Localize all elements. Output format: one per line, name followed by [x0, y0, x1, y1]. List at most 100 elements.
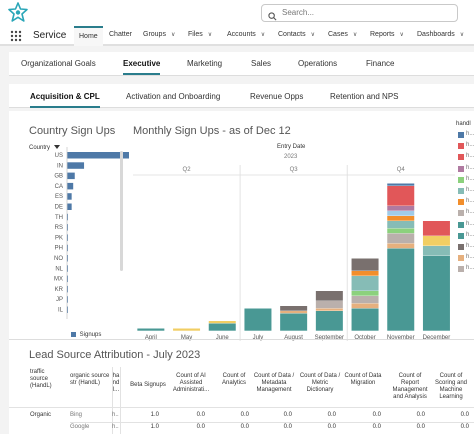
global-search-input[interactable]: Search...	[261, 4, 458, 22]
table-header-cell[interactable]: Count of Data / Metric Dictionary	[299, 373, 341, 393]
table-header-cell[interactable]: Beta Signups	[130, 382, 166, 388]
tab-operations[interactable]: Operations	[298, 59, 338, 68]
country-scrollbar[interactable]	[120, 151, 123, 271]
nav-item-files[interactable]: Files ∨	[188, 31, 212, 38]
monthly-bar-segment[interactable]	[422, 256, 450, 331]
monthly-bar-segment[interactable]	[208, 321, 236, 324]
chevron-down-icon[interactable]: ∨	[170, 32, 176, 38]
country-tick-label: IL	[58, 308, 64, 314]
country-bar[interactable]	[67, 224, 68, 231]
country-bar[interactable]	[67, 285, 68, 293]
monthly-bar-segment[interactable]	[315, 301, 343, 309]
monthly-bar-segment[interactable]	[351, 276, 379, 291]
table-header-cell[interactable]: Count of Analytics	[221, 373, 246, 386]
monthly-bar-segment[interactable]	[422, 236, 450, 246]
monthly-bar-segment[interactable]	[137, 328, 165, 331]
search-placeholder: Search...	[282, 8, 315, 17]
chevron-down-icon[interactable]: ∨	[399, 32, 404, 38]
subtab-activation-and-onboarding[interactable]: Activation and Onboarding	[126, 92, 221, 101]
tab-organizational-goals[interactable]: Organizational Goals	[21, 59, 96, 68]
monthly-bar-segment[interactable]	[315, 308, 343, 311]
nav-item-chatter[interactable]: Chatter	[109, 31, 132, 38]
country-filter-label[interactable]: Country	[29, 145, 60, 151]
country-bar[interactable]	[67, 172, 75, 180]
section-divider	[9, 339, 474, 340]
monthly-bar-segment[interactable]	[315, 311, 343, 331]
nav-item-contacts[interactable]: Contacts ∨	[278, 31, 315, 38]
monthly-bar-segment[interactable]	[280, 306, 308, 311]
country-bar[interactable]	[67, 255, 68, 262]
monthly-chart-title: Monthly Sign Ups - as of Dec 12	[133, 125, 291, 137]
nav-item-groups[interactable]: Groups ∨	[143, 31, 175, 38]
monthly-bar-segment[interactable]	[351, 258, 379, 271]
tab-sales[interactable]: Sales	[251, 59, 272, 68]
monthly-bar-segment[interactable]	[351, 291, 379, 296]
table-header-cell[interactable]: traffic source (HandL)	[30, 369, 52, 389]
monthly-bar-segment[interactable]	[351, 296, 379, 304]
nav-item-cases[interactable]: Cases ∨	[328, 31, 357, 38]
subtab-revenue-opps[interactable]: Revenue Opps	[250, 92, 304, 101]
monthly-bar-segment[interactable]	[387, 206, 415, 211]
monthly-bar-segment[interactable]	[173, 328, 201, 331]
monthly-bar-segment[interactable]	[280, 311, 308, 314]
monthly-bar-segment[interactable]	[208, 323, 236, 331]
country-bar[interactable]	[67, 306, 68, 314]
country-bar[interactable]	[67, 193, 72, 200]
table-column-divider	[112, 367, 113, 434]
legend-label: h...	[466, 175, 474, 182]
monthly-bar-segment[interactable]	[387, 221, 415, 229]
table-header-cell[interactable]: Count of Report Management and Analysis	[392, 373, 428, 400]
chevron-down-icon[interactable]: ∨	[352, 32, 358, 38]
country-bar[interactable]	[67, 234, 68, 241]
nav-item-dashboards[interactable]: Dashboards ∨	[417, 31, 464, 38]
table-header-cell[interactable]: Count of Data / Metadata Management	[253, 373, 295, 393]
tab-finance[interactable]: Finance	[366, 59, 395, 68]
chevron-down-icon[interactable]: ∨	[260, 32, 266, 38]
table-header-cell[interactable]: organic source str (HandL)	[70, 373, 110, 386]
monthly-bar-segment[interactable]	[387, 216, 415, 221]
monthly-bar-segment[interactable]	[387, 233, 415, 244]
legend-label: h...	[466, 220, 474, 227]
monthly-bar-segment[interactable]	[244, 308, 272, 331]
app-logo-icon[interactable]	[6, 2, 30, 24]
country-bar[interactable]	[67, 152, 129, 159]
monthly-bar-segment[interactable]	[387, 211, 415, 216]
table-header-cell[interactable]: ha nd l...	[112, 373, 120, 393]
country-bar[interactable]	[67, 213, 68, 221]
monthly-bar-segment[interactable]	[351, 308, 379, 331]
monthly-bar-segment[interactable]	[387, 248, 415, 331]
table-header-cell[interactable]: Count of Data Migration	[344, 373, 382, 386]
nav-item-home[interactable]: Home	[74, 26, 103, 46]
country-bar[interactable]	[67, 275, 68, 283]
monthly-bar-segment[interactable]	[387, 183, 415, 186]
subtab-retention-and-nps[interactable]: Retention and NPS	[330, 92, 399, 101]
monthly-bar-segment[interactable]	[387, 228, 415, 234]
table-header-cell[interactable]: Count of Scoring and Machine Learning	[434, 373, 468, 400]
monthly-bar-segment[interactable]	[422, 221, 450, 236]
chevron-down-icon[interactable]: ∨	[207, 32, 213, 38]
monthly-bar-segment[interactable]	[351, 271, 379, 276]
monthly-bar-segment[interactable]	[315, 291, 343, 301]
table-header-cell[interactable]: Count of AI Assisted Administrati...	[172, 373, 210, 393]
subtab-acquisition-cpl[interactable]: Acquisition & CPL	[30, 92, 100, 108]
tab-marketing[interactable]: Marketing	[187, 59, 223, 68]
country-bar[interactable]	[67, 162, 85, 169]
nav-item-accounts[interactable]: Accounts ∨	[227, 31, 265, 38]
nav-item-reports[interactable]: Reports ∨	[370, 31, 404, 38]
monthly-bar-segment[interactable]	[280, 313, 308, 331]
monthly-bar-segment[interactable]	[351, 303, 379, 309]
monthly-bar-segment[interactable]	[422, 246, 450, 256]
country-bar[interactable]	[67, 244, 68, 252]
chevron-down-icon[interactable]: ∨	[459, 32, 465, 38]
app-launcher-icon[interactable]	[10, 29, 22, 42]
table-cell-value: 1.0	[150, 424, 159, 430]
chevron-down-icon[interactable]: ∨	[310, 32, 316, 38]
monthly-bar-segment[interactable]	[387, 243, 415, 249]
country-bar[interactable]	[67, 265, 68, 272]
country-bar[interactable]	[67, 203, 72, 211]
monthly-bar-segment[interactable]	[387, 186, 415, 206]
tab-executive[interactable]: Executive	[123, 59, 161, 75]
table-cell-value: 0.0	[372, 412, 381, 418]
country-bar[interactable]	[67, 182, 74, 190]
country-bar[interactable]	[67, 296, 68, 303]
